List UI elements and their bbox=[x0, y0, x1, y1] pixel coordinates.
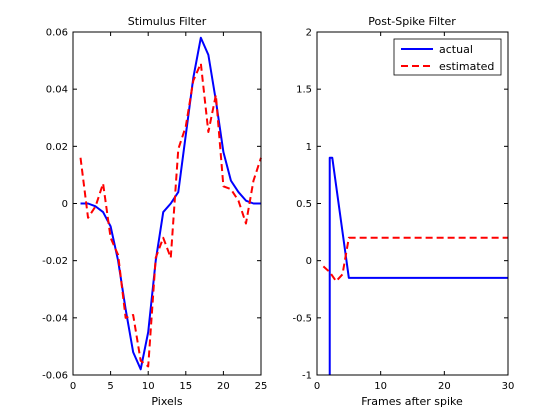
stimulus-filter-xtick-label: 0 bbox=[70, 381, 76, 392]
stimulus-filter-xtick-label: 5 bbox=[107, 381, 113, 392]
chart-legend: actual estimated bbox=[394, 39, 501, 75]
legend-label-actual: actual bbox=[439, 43, 473, 56]
post-spike-filter-xtick-label: 10 bbox=[374, 381, 387, 392]
post-spike-filter-panel: Post-Spike Filter Frames after spike 0 10… bbox=[292, 15, 514, 408]
post-spike-filter-ytick-label: -0.5 bbox=[292, 313, 312, 324]
post-spike-filter-ytick-label: 0.5 bbox=[296, 199, 312, 210]
stimulus-filter-xtick-label: 25 bbox=[255, 381, 268, 392]
stimulus-filter-ytick-label: 0 bbox=[62, 199, 68, 210]
stimulus-filter-ytick-label: 0.06 bbox=[46, 28, 68, 39]
post-spike-filter-ytick-label: 1 bbox=[306, 142, 312, 153]
stimulus-filter-ytick-label: -0.02 bbox=[42, 256, 68, 267]
stimulus-filter-xtick-label: 20 bbox=[217, 381, 230, 392]
post-spike-filter-ytick-label: -1 bbox=[302, 371, 312, 382]
stimulus-filter-xlabel: Pixels bbox=[151, 395, 182, 408]
post-spike-filter-ytick-label: 1.5 bbox=[296, 85, 312, 96]
post-spike-filter-xtick-label: 30 bbox=[502, 381, 515, 392]
stimulus-filter-title: Stimulus Filter bbox=[128, 15, 207, 28]
post-spike-filter-xtick-label: 0 bbox=[314, 381, 320, 392]
post-spike-filter-ytick-label: 2 bbox=[306, 28, 312, 39]
legend-label-estimated: estimated bbox=[439, 60, 494, 73]
post-spike-filter-axes bbox=[317, 32, 508, 375]
post-spike-filter-title: Post-Spike Filter bbox=[368, 15, 456, 28]
post-spike-filter-xlabel: Frames after spike bbox=[361, 395, 463, 408]
stimulus-filter-axes bbox=[73, 32, 261, 375]
stimulus-filter-ytick-label: 0.02 bbox=[46, 142, 68, 153]
stimulus-filter-xtick-label: 10 bbox=[142, 381, 155, 392]
stimulus-filter-xtick-label: 15 bbox=[179, 381, 192, 392]
post-spike-filter-xtick-label: 20 bbox=[438, 381, 451, 392]
stimulus-filter-panel: Stimulus Filter Pixels 0 5 10 15 20 25 -0.06 -0… bbox=[42, 15, 267, 408]
stimulus-filter-ytick-label: 0.04 bbox=[46, 85, 68, 96]
stimulus-filter-ytick-label: -0.04 bbox=[42, 313, 68, 324]
post-spike-filter-ytick-label: 0 bbox=[306, 256, 312, 267]
stimulus-filter-ytick-label: -0.06 bbox=[42, 371, 68, 382]
